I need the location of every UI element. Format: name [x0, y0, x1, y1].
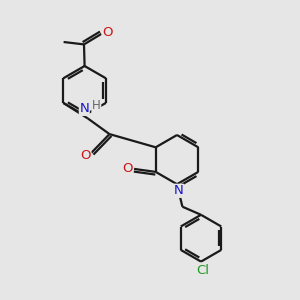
Text: O: O — [80, 148, 91, 162]
Text: N: N — [174, 184, 183, 197]
Text: O: O — [102, 26, 113, 39]
Text: H: H — [92, 99, 101, 112]
Text: Cl: Cl — [196, 263, 209, 277]
Text: N: N — [80, 102, 89, 116]
Text: O: O — [122, 162, 133, 175]
